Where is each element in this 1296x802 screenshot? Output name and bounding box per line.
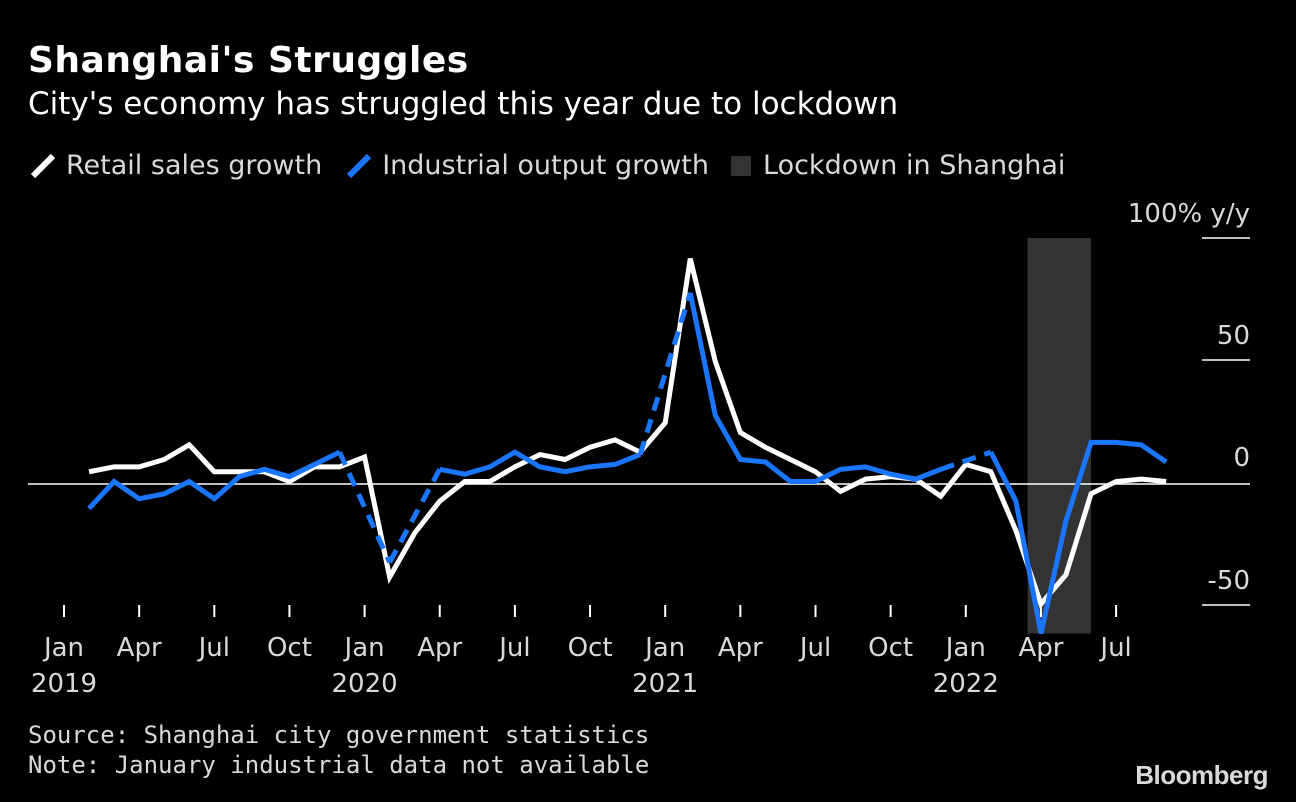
- industrial-line-swatch: [347, 153, 372, 178]
- chart-title: Shanghai's Struggles: [28, 40, 469, 81]
- x-tick-label-month: Jul: [497, 633, 530, 663]
- legend-item-lockdown: Lockdown in Shanghai: [731, 150, 1065, 181]
- x-tick-label-month: Apr: [417, 633, 462, 663]
- source-note: Source: Shanghai city government statist…: [28, 720, 649, 780]
- x-tick-label-month: Jan: [42, 633, 84, 663]
- chart-subtitle: City's economy has struggled this year d…: [28, 86, 899, 122]
- legend-label-industrial: Industrial output growth: [382, 150, 709, 181]
- x-tick-label-year: 2022: [933, 669, 999, 699]
- legend-item-industrial: Industrial output growth: [344, 150, 709, 181]
- x-tick-label-month: Apr: [117, 633, 162, 663]
- y-tick-label: 0: [1233, 443, 1250, 473]
- x-tick-label-month: Oct: [267, 633, 312, 663]
- series-industrial: [87, 292, 1168, 634]
- lockdown-shade: [1027, 238, 1092, 634]
- x-tick-label-month: Jan: [643, 633, 685, 663]
- legend: Retail sales growth Industrial output gr…: [28, 150, 1087, 181]
- y-tick-label: -50: [1208, 566, 1250, 596]
- x-tick-label-month: Apr: [718, 633, 763, 663]
- x-axis: Jan 2019 Apr Jul Oct Jan 2020 Apr Jul Oct Jan 2021 A…: [31, 605, 1132, 699]
- industrial-line-segment: [988, 439, 1168, 634]
- industrial-line-segment: [439, 449, 642, 477]
- industrial-gap-bridge: [939, 449, 992, 472]
- legend-label-lockdown: Lockdown in Shanghai: [763, 150, 1066, 181]
- legend-label-retail: Retail sales growth: [66, 150, 323, 181]
- retail-line-swatch: [30, 153, 56, 178]
- industrial-gap-bridge: [637, 292, 693, 456]
- x-tick-label-month: Jul: [1098, 633, 1131, 663]
- x-tick-label-month: Oct: [868, 633, 913, 663]
- x-tick-label-month: Apr: [1018, 633, 1063, 663]
- x-tick-label-month: Jan: [944, 633, 986, 663]
- series-retail: [88, 258, 1167, 610]
- x-tick-label-month: Jul: [197, 633, 230, 663]
- industrial-line-segment: [687, 292, 942, 485]
- bloomberg-logo: Bloomberg: [1135, 760, 1268, 790]
- y-tick-label: 100% y/y: [1128, 199, 1250, 229]
- source-text: Source: Shanghai city government statist…: [28, 721, 650, 749]
- x-tick-label-year: 2019: [31, 669, 97, 699]
- note-text: Note: January industrial data not availa…: [28, 751, 650, 779]
- y-tick-label: 50: [1217, 321, 1250, 351]
- legend-item-retail: Retail sales growth: [28, 150, 322, 181]
- x-tick-label-year: 2020: [332, 669, 398, 699]
- industrial-gap-bridge: [337, 451, 392, 564]
- lockdown-swatch: [731, 155, 751, 176]
- x-tick-label-month: Jan: [343, 633, 385, 663]
- x-tick-label-year: 2021: [632, 669, 698, 699]
- series-layer: [87, 258, 1168, 634]
- retail-line-segment: [88, 258, 1167, 610]
- industrial-line-segment: [87, 449, 341, 511]
- lockdown-shade-layer: [1027, 238, 1092, 634]
- x-tick-label-month: Oct: [568, 633, 613, 663]
- y-axis: 100% y/y 50 0 -50: [1128, 199, 1250, 606]
- industrial-gap-bridge: [387, 468, 442, 564]
- x-tick-label-month: Jul: [798, 633, 831, 663]
